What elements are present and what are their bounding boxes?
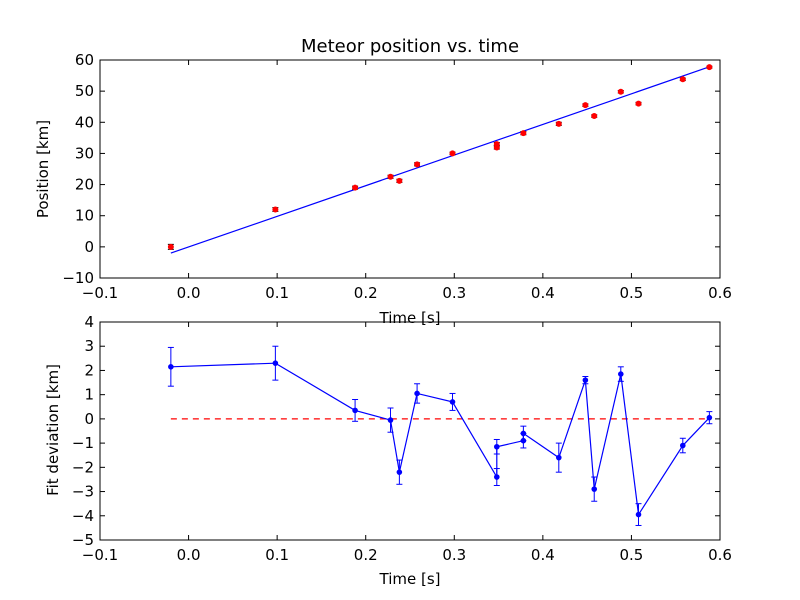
position-point (449, 150, 456, 157)
position-chart-xtick-label: 0.4 (531, 284, 555, 302)
deviation-chart-data (167, 345, 713, 526)
deviation-point (706, 414, 713, 421)
deviation-chart-xtick-label: 0.4 (531, 546, 555, 564)
position-chart-ytick-label: 60 (75, 51, 94, 69)
deviation-point (591, 486, 598, 492)
deviation-chart-frame (99, 321, 721, 541)
position-chart-title: Meteor position vs. time (301, 36, 519, 57)
deviation-chart-ytick-label: 4 (84, 313, 94, 331)
deviation-chart-xtick-label: 0.3 (442, 546, 466, 564)
deviation-chart-ytick-label: −3 (72, 483, 94, 501)
deviation-chart-ytick-label: −4 (72, 507, 94, 525)
position-point (617, 88, 624, 95)
position-chart-ytick-label: 30 (75, 144, 94, 162)
position-point (555, 120, 562, 127)
deviation-chart-xtick-label: 0.6 (708, 546, 732, 564)
deviation-chart-ytick-label: 2 (84, 361, 94, 379)
deviation-point (494, 443, 500, 450)
deviation-point (352, 407, 358, 414)
fit-line (170, 66, 710, 254)
position-chart-xtick-label: 0.6 (708, 284, 732, 302)
position-chart-ytick-label: 40 (75, 113, 94, 131)
position-chart-xtick-label: 0.0 (177, 284, 201, 302)
position-point (635, 100, 642, 107)
position-point (520, 130, 527, 137)
deviation-point (618, 371, 624, 377)
position-chart-xtick-label: 0.2 (354, 284, 378, 302)
position-chart-ytick-label: 0 (84, 238, 94, 256)
deviation-chart-xtick-label: 0.5 (619, 546, 643, 564)
position-point (706, 64, 713, 71)
deviation-point (449, 399, 456, 405)
deviation-point (168, 364, 174, 370)
position-point (167, 243, 174, 250)
deviation-chart-ylabel: Fit deviation [km] (44, 364, 62, 496)
deviation-chart-ytick-label: −1 (72, 434, 94, 452)
deviation-point (520, 430, 527, 437)
deviation-point (272, 360, 279, 366)
position-point (387, 173, 394, 180)
position-point (679, 76, 686, 83)
position-chart-xtick-label: 0.5 (619, 284, 643, 302)
deviation-chart-xtick-label: 0.2 (354, 546, 378, 564)
deviation-chart-xtick-label: 0.1 (265, 546, 289, 564)
position-chart: Meteor position vs. time Time [s] Positi… (34, 36, 732, 327)
deviation-point (680, 442, 686, 449)
deviation-point (494, 474, 500, 480)
deviation-chart-ytick-label: −5 (72, 531, 94, 549)
position-chart-xtick-label: −0.1 (82, 284, 118, 302)
deviation-chart-ytick-label: 0 (84, 410, 94, 428)
deviation-chart-ytick-label: 1 (84, 386, 94, 404)
deviation-point (396, 469, 403, 475)
deviation-chart-ticks: −0.1 0.0 0.1 0.2 0.3 0.4 0.5 0.6 −5 −4 −3 −2 −1 0 1 2 3 4 (72, 313, 732, 564)
position-point (493, 141, 500, 148)
position-chart-ytick-label: 50 (75, 82, 94, 100)
position-chart-data (167, 64, 713, 254)
deviation-point (556, 454, 562, 461)
position-chart-ticks: −0.1 0.0 0.1 0.2 0.3 0.4 0.5 0.6 −10 0 10 20 30 40 50 6… (62, 51, 732, 302)
position-chart-ylabel: Position [km] (34, 120, 52, 218)
position-chart-xtick-label: 0.3 (442, 284, 466, 302)
position-chart-xlabel: Time [s] (379, 309, 441, 327)
position-point (414, 161, 421, 168)
deviation-chart-ytick-label: −2 (72, 458, 94, 476)
deviation-chart-xtick-label: 0.0 (177, 546, 201, 564)
deviation-chart: Time [s] Fit deviation [km] −0.1 0.0 0.1 0.… (44, 313, 732, 588)
deviation-point (635, 511, 642, 518)
deviation-point (582, 377, 589, 383)
position-point (352, 184, 359, 191)
position-chart-ytick-label: 20 (75, 176, 94, 194)
deviation-chart-xlabel: Time [s] (379, 570, 441, 588)
position-point (582, 102, 589, 109)
deviation-point (387, 417, 394, 423)
position-point (591, 113, 598, 120)
deviation-chart-ytick-label: 3 (84, 337, 94, 355)
position-chart-xtick-label: 0.1 (265, 284, 289, 302)
position-chart-frame (99, 59, 721, 279)
position-point (272, 206, 279, 213)
deviation-series-line (170, 362, 710, 517)
position-chart-ytick-label: −10 (62, 269, 94, 287)
position-chart-ytick-label: 10 (75, 207, 94, 225)
position-point (396, 177, 403, 184)
deviation-point (414, 390, 420, 397)
deviation-chart-xtick-label: −0.1 (82, 546, 118, 564)
